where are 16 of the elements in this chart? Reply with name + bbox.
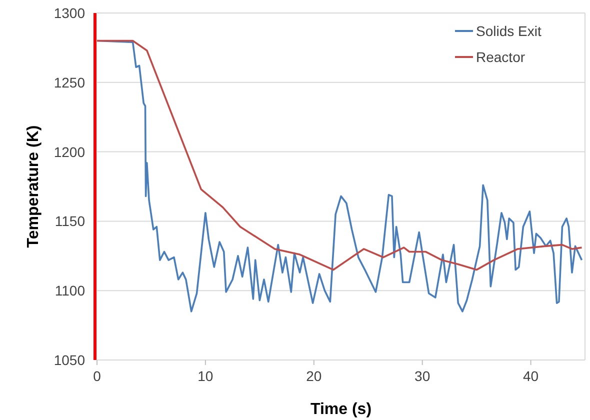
legend-label: Solids Exit <box>476 23 542 39</box>
legend-label: Reactor <box>476 49 526 65</box>
y-tick-label: 1050 <box>54 352 86 368</box>
y-tick-label: 1300 <box>54 5 86 21</box>
x-tick-label: 0 <box>93 368 102 384</box>
y-tick-label: 1100 <box>54 282 86 299</box>
x-tick-label: 10 <box>198 368 214 384</box>
y-tick-label: 1150 <box>54 213 86 230</box>
x-tick-label: 20 <box>306 368 322 384</box>
x-tick-label: 30 <box>414 368 430 384</box>
y-axis-title: Temperature (K) <box>25 125 42 248</box>
y-tick-label: 1200 <box>54 144 86 160</box>
line-series <box>96 40 583 271</box>
x-tick-label: 40 <box>522 368 539 384</box>
x-axis-title: Time (s) <box>310 401 372 418</box>
y-tick-label: 1250 <box>54 74 86 90</box>
